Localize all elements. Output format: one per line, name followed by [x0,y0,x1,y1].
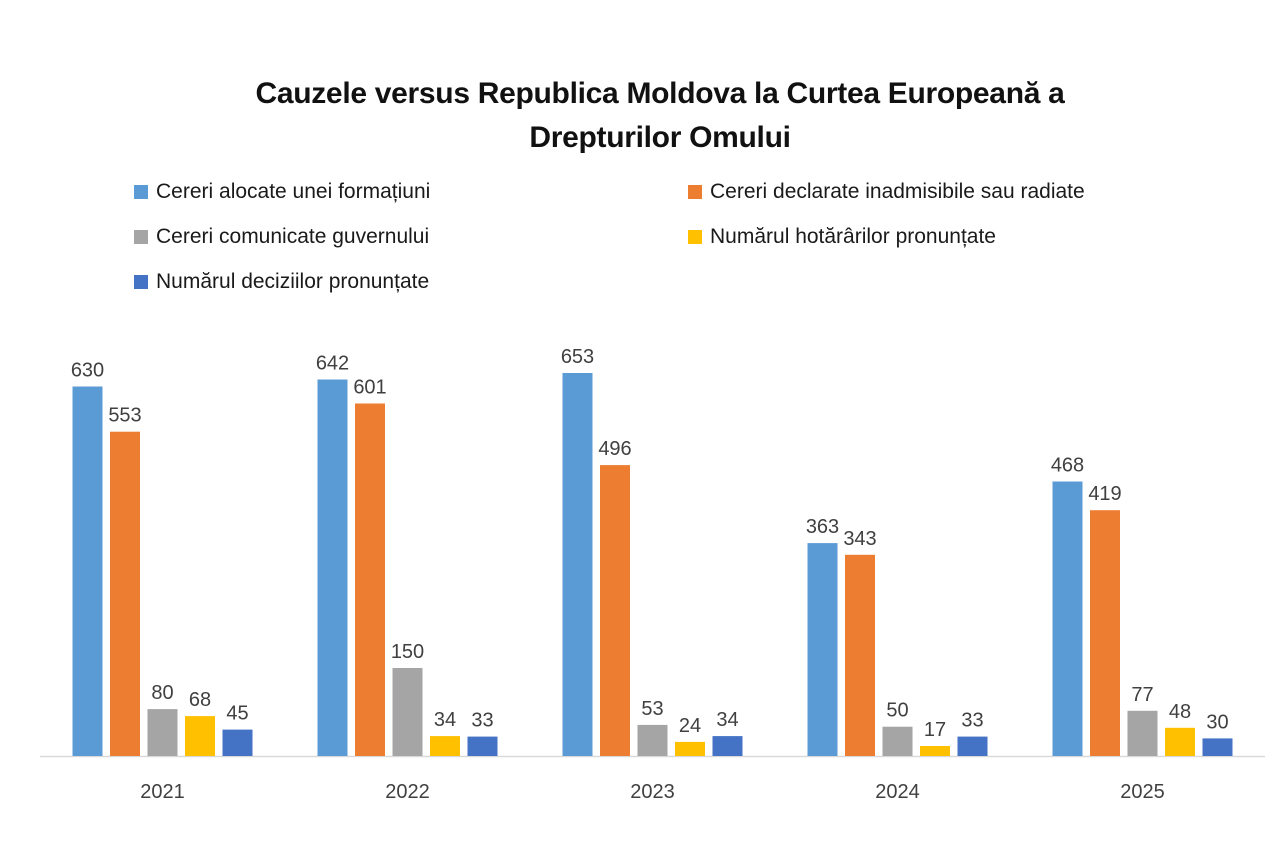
legend-swatch [134,185,148,199]
data-label: 553 [108,405,141,427]
data-label: 33 [471,710,493,732]
data-label: 68 [189,689,211,711]
bar [355,403,385,756]
legend-item-decizii: Numărul deciziilor pronunțate [134,270,429,294]
bar [392,668,423,756]
data-label: 150 [391,641,424,663]
data-label: 343 [843,528,876,550]
bar [637,724,668,756]
data-label: 642 [316,353,349,375]
bar [1165,727,1195,756]
chart-title: Cauzele versus Republica Moldova la Curt… [0,72,1280,160]
legend-label: Cereri comunicate guvernului [156,225,430,248]
bar [562,373,593,756]
data-label: 33 [961,710,983,732]
legend-label: Cereri alocate unei formațiuni [156,180,431,203]
data-label: 50 [886,700,908,722]
data-label: 17 [924,719,946,741]
bar [1052,481,1083,756]
data-label: 77 [1131,684,1153,706]
bar [222,729,253,756]
x-tick-label: 2024 [875,781,920,803]
x-tick-label: 2021 [140,781,185,803]
bar [317,379,348,756]
data-label: 34 [434,709,456,731]
bar [957,736,988,756]
x-tick-label: 2025 [1120,781,1165,803]
bar [675,741,705,756]
bar [1202,738,1233,756]
legend-swatch [134,230,148,244]
data-label: 468 [1051,455,1084,477]
bar [1127,710,1158,756]
bar [110,431,140,756]
legend-label: Numărul deciziilor pronunțate [156,270,430,293]
bar [430,736,460,756]
bar [467,736,498,756]
x-tick-label: 2022 [385,781,430,803]
data-label: 48 [1169,701,1191,723]
data-label: 419 [1088,483,1121,505]
bar [807,543,838,756]
data-label: 601 [353,377,386,399]
legend-swatch [688,230,702,244]
legend-item-cereri-comunicate: Cereri comunicate guvernului [134,225,429,249]
legend-swatch [134,275,148,289]
data-label: 80 [151,682,173,704]
bar [72,386,103,756]
x-tick-label: 2023 [630,781,675,803]
bar [882,726,913,756]
legend-label: Numărul hotărârilor pronunțate [710,225,996,248]
bar [147,709,178,756]
data-label: 496 [598,438,631,460]
legend-label: Cereri declarate inadmisibile sau radiat… [710,180,1085,203]
legend-swatch [688,185,702,199]
data-label: 30 [1206,711,1228,733]
data-label: 45 [226,703,248,725]
bar [712,736,743,756]
data-label: 653 [561,346,594,368]
legend-item-cereri-inadmisibile: Cereri declarate inadmisibile sau radiat… [688,180,1085,204]
chart-title-line-2: Drepturilor Omului [529,121,791,154]
data-label: 363 [806,516,839,538]
data-label: 53 [641,698,663,720]
chart-title-line-1: Cauzele versus Republica Moldova la Curt… [255,77,1065,110]
data-label: 34 [716,709,738,731]
legend-item-hotarari: Numărul hotărârilor pronunțate [688,225,996,249]
bar [845,554,875,756]
legend-item-cereri-alocate: Cereri alocate unei formațiuni [134,180,430,204]
bar [600,465,630,756]
bar [185,716,215,756]
data-label: 630 [71,360,104,382]
bar [920,746,950,756]
bar [1090,510,1120,756]
data-label: 24 [679,715,701,737]
